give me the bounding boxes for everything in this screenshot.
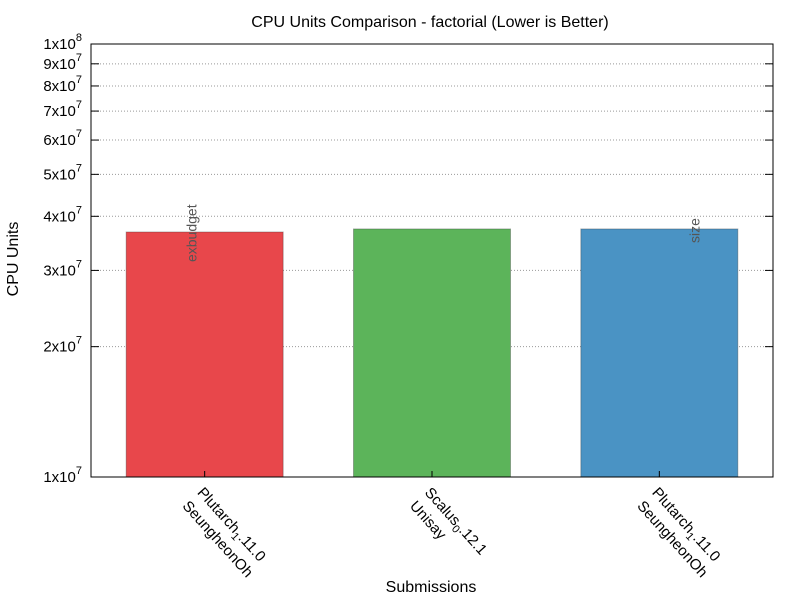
- y-tick-label: 1x107: [43, 465, 82, 486]
- y-tick-label: 6x107: [43, 128, 82, 149]
- bar-label: exbudget: [184, 204, 200, 262]
- bar: [580, 228, 739, 478]
- y-axis-ticks: 1x107 2x107 3x107 4x107 5x107 6x107 7x107 8x107…: [43, 32, 773, 486]
- y-tick-label: 1x108: [43, 32, 82, 53]
- x-tick-label: Plutarch1.11.0SeungheonOh: [633, 484, 725, 581]
- x-tick-label: Plutarch1.11.0SeungheonOh: [179, 484, 271, 581]
- y-tick-label: 8x107: [43, 74, 82, 95]
- bar-label: size: [686, 218, 702, 243]
- x-axis-ticks: Plutarch1.11.0SeungheonOh Scalus0.12.1Uni…: [179, 471, 725, 581]
- bar: [353, 228, 511, 478]
- y-tick-label: 5x107: [43, 162, 82, 183]
- y-tick-label: 7x107: [43, 99, 82, 120]
- x-tick-label: Scalus0.12.1Unisay: [406, 484, 490, 572]
- y-tick-label: 3x107: [43, 258, 82, 279]
- bar-labels: exbudget size: [184, 204, 703, 262]
- y-tick-label: 2x107: [43, 335, 82, 356]
- bars: [125, 228, 739, 478]
- y-tick-label: 4x107: [43, 204, 82, 225]
- bar: [125, 231, 284, 478]
- x-axis-label: Submissions: [386, 579, 477, 596]
- y-tick-label: 9x107: [43, 52, 82, 73]
- y-axis-label: CPU Units: [5, 222, 22, 297]
- chart-title: CPU Units Comparison - factorial (Lower …: [251, 14, 608, 31]
